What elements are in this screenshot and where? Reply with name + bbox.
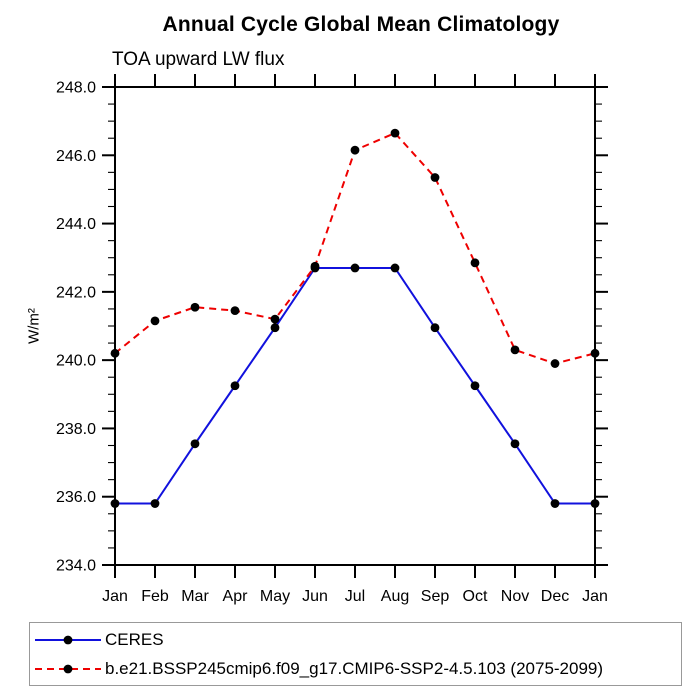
legend-marker-dot: [63, 635, 73, 645]
data-point-series-1: [110, 348, 120, 358]
data-point-series-0: [190, 439, 200, 449]
x-tick-label: May: [260, 588, 290, 605]
legend-line-sample-dashed: [35, 664, 101, 674]
data-point-series-0: [470, 381, 480, 391]
series-line-1: [114, 131, 596, 365]
data-point-series-1: [590, 348, 600, 358]
data-point-series-0: [590, 499, 600, 508]
data-point-series-0: [270, 323, 280, 333]
x-tick-label: Jan: [582, 588, 608, 605]
data-point-series-1: [390, 128, 400, 138]
data-point-series-0: [510, 439, 520, 449]
y-tick-label: 240.0: [56, 353, 96, 370]
data-point-series-0: [230, 381, 240, 391]
data-point-series-1: [270, 314, 280, 324]
data-point-series-1: [230, 306, 240, 316]
x-tick-label: Aug: [381, 588, 409, 605]
x-tick-label: Sep: [421, 588, 450, 605]
data-point-series-1: [310, 261, 320, 271]
data-point-series-1: [550, 359, 560, 368]
data-point-series-1: [350, 145, 360, 155]
chart-subtitle: TOA upward LW flux: [112, 49, 285, 70]
x-tick-label: Oct: [463, 588, 488, 605]
legend-item-ceres: CERES: [33, 629, 164, 651]
x-tick-label: Dec: [541, 588, 569, 605]
data-point-series-0: [390, 263, 400, 273]
x-tick-label: Nov: [501, 588, 529, 605]
x-tick-label: Jan: [102, 588, 128, 605]
x-tick-label: Mar: [181, 588, 209, 605]
y-tick-label: 246.0: [56, 148, 96, 165]
legend-label-ceres: CERES: [105, 630, 164, 649]
chart-title: Annual Cycle Global Mean Climatology: [162, 13, 560, 36]
data-point-series-0: [110, 499, 120, 508]
x-tick-label: Jul: [345, 588, 365, 605]
data-point-series-1: [430, 173, 440, 182]
series-line-0: [115, 266, 595, 505]
y-tick-label: 236.0: [56, 489, 96, 506]
legend-line-sample-solid: [35, 635, 101, 645]
data-point-series-0: [430, 323, 440, 333]
plot-frame: [114, 86, 596, 566]
y-tick-label: 234.0: [56, 558, 96, 575]
data-point-series-0: [350, 263, 360, 273]
y-tick-label: 242.0: [56, 284, 96, 301]
data-point-series-1: [190, 302, 200, 312]
y-tick-label: 244.0: [56, 216, 96, 233]
legend-box: CERES b.e21.BSSP245cmip6.f09_g17.CMIP6-S…: [29, 622, 682, 686]
x-tick-label: Jun: [302, 588, 328, 605]
y-tick-label: 238.0: [56, 421, 96, 438]
x-tick-label: Apr: [223, 588, 249, 605]
x-tick-label: Feb: [141, 588, 169, 605]
data-point-series-1: [510, 345, 520, 355]
data-point-series-1: [470, 258, 480, 268]
legend-label-model: b.e21.BSSP245cmip6.f09_g17.CMIP6-SSP2-4.…: [105, 659, 604, 678]
data-point-series-0: [550, 499, 560, 508]
y-tick-label: 248.0: [56, 80, 96, 97]
data-point-series-1: [150, 316, 160, 326]
legend-marker-dot: [63, 664, 73, 674]
legend-item-model: b.e21.BSSP245cmip6.f09_g17.CMIP6-SSP2-4.…: [33, 658, 603, 680]
data-point-series-0: [150, 499, 160, 508]
